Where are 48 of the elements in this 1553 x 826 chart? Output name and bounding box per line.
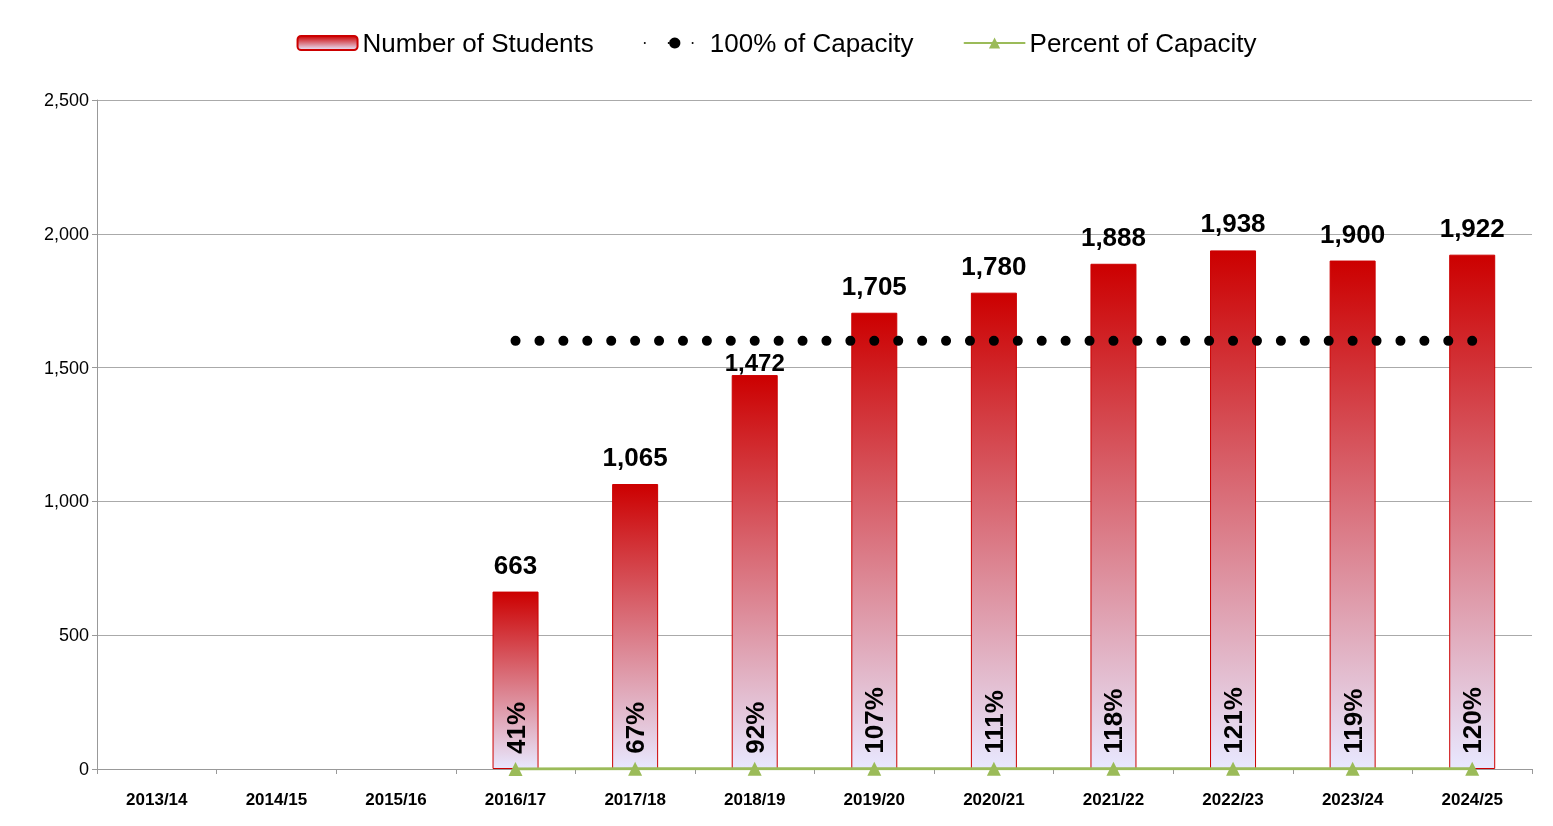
data-label: 1,888 xyxy=(1080,221,1146,252)
data-label: 107% xyxy=(859,687,890,754)
bar xyxy=(612,484,659,769)
data-label: 1,705 xyxy=(841,270,907,301)
data-label: 67% xyxy=(620,701,651,754)
data-label: 1,472 xyxy=(724,348,785,376)
bar xyxy=(1329,260,1376,769)
bar xyxy=(1210,250,1257,769)
x-tick-label: 2014/15 xyxy=(245,790,308,809)
y-tick-label: 1,000 xyxy=(43,491,89,512)
legend-label: Percent of Capacity xyxy=(1029,28,1257,58)
x-tick-label: 2016/17 xyxy=(484,790,547,809)
bar xyxy=(970,292,1017,769)
x-tick-label: 2021/22 xyxy=(1082,790,1145,809)
data-label: 1,938 xyxy=(1200,208,1266,239)
data-label: 92% xyxy=(739,701,770,754)
x-tick-label: 2023/24 xyxy=(1321,790,1384,809)
x-tick-label: 2019/20 xyxy=(843,790,906,809)
bar xyxy=(1449,254,1496,769)
y-tick-label: 0 xyxy=(78,759,89,779)
data-label: 118% xyxy=(1098,688,1129,754)
data-label: 121% xyxy=(1218,687,1249,754)
y-tick-label: 500 xyxy=(58,625,89,646)
bar xyxy=(1090,263,1137,769)
y-tick-label: 1,500 xyxy=(43,357,89,378)
x-tick-label: 2013/14 xyxy=(126,790,189,809)
x-tick-label: 2020/21 xyxy=(963,790,1025,809)
bar xyxy=(731,375,778,769)
data-label: 1,780 xyxy=(961,250,1027,281)
data-label: 120% xyxy=(1457,687,1488,754)
x-tick-label: 2015/16 xyxy=(365,790,427,809)
x-tick-label: 2022/23 xyxy=(1202,790,1264,809)
x-tick-label: 2017/18 xyxy=(604,790,666,809)
data-label: 663 xyxy=(493,549,538,580)
bar xyxy=(851,312,898,769)
data-label: 1,922 xyxy=(1439,212,1505,243)
data-label: 119% xyxy=(1337,688,1368,754)
x-tick-label: 2024/25 xyxy=(1441,790,1503,809)
data-label: 1,900 xyxy=(1320,218,1386,249)
y-tick-label: 2,500 xyxy=(43,90,89,110)
x-tick-label: 2018/19 xyxy=(723,790,786,809)
bar xyxy=(492,591,539,769)
legend-label: 100% of Capacity xyxy=(709,28,914,58)
y-tick-label: 2,000 xyxy=(43,223,89,244)
legend-label: Number of Students xyxy=(362,28,594,58)
data-label: 41% xyxy=(500,701,531,754)
data-label: 1,065 xyxy=(602,442,668,473)
data-label: 111% xyxy=(978,690,1009,754)
